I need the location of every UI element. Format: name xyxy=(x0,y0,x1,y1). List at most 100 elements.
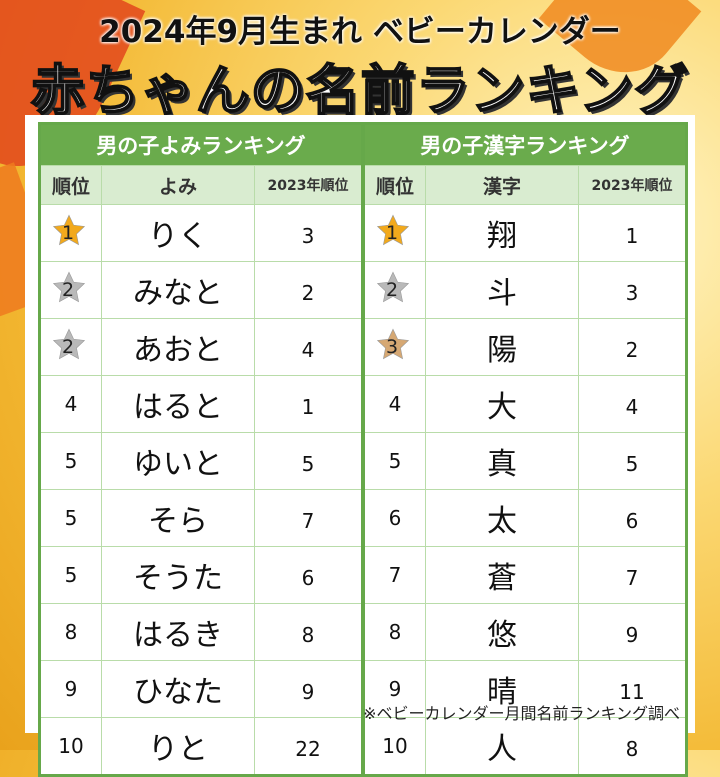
table-row: 9 ひなた 9 xyxy=(39,660,363,718)
name-cell: りく xyxy=(101,204,255,262)
gold-star-icon: 1 xyxy=(375,213,415,253)
table-row: 8 はるき 8 xyxy=(39,603,363,661)
gold-star-icon: 1 xyxy=(51,213,91,253)
rank-cell: 5 xyxy=(39,546,102,604)
page-subtitle: 2024年9月生まれ ベビーカレンダー xyxy=(99,14,621,50)
rank-value: 6 xyxy=(388,506,402,530)
column-header-prev: 2023年順位 xyxy=(578,165,687,205)
column-header-kanji: 漢字 xyxy=(425,165,579,205)
rank-cell: 8 xyxy=(39,603,102,661)
rank-cell: 4 xyxy=(363,375,426,433)
name-cell: 翔 xyxy=(425,204,579,262)
rank-cell: 9 xyxy=(363,660,426,718)
name-cell: 太 xyxy=(425,489,579,547)
prev-rank-cell: 8 xyxy=(254,603,363,661)
prev-rank-cell: 7 xyxy=(254,489,363,547)
table-row: 2 斗 3 xyxy=(363,261,687,319)
prev-rank-cell: 4 xyxy=(254,318,363,376)
name-cell: はると xyxy=(101,375,255,433)
name-cell: りと xyxy=(101,717,255,776)
rank-cell: 2 xyxy=(39,318,102,376)
rank-value: 1 xyxy=(61,222,75,244)
name-cell: 大 xyxy=(425,375,579,433)
rank-value: 8 xyxy=(388,620,402,644)
rank-value: 9 xyxy=(64,677,78,701)
kanji-ranking-table: 男の子漢字ランキング 順位 漢字 2023年順位 1 翔 1 2 斗 3 3 陽… xyxy=(362,122,688,777)
rank-value: 7 xyxy=(388,563,402,587)
column-header-rank: 順位 xyxy=(39,165,102,205)
table-row: 7 蒼 7 xyxy=(363,546,687,604)
rank-cell: 9 xyxy=(39,660,102,718)
table-row: 5 そら 7 xyxy=(39,489,363,547)
prev-rank-cell: 2 xyxy=(254,261,363,319)
name-cell: 晴 xyxy=(425,660,579,718)
prev-rank-cell: 3 xyxy=(578,261,687,319)
name-cell: 斗 xyxy=(425,261,579,319)
rank-cell: 2 xyxy=(39,261,102,319)
column-header-name: よみ xyxy=(101,165,255,205)
column-header-rank: 順位 xyxy=(363,165,426,205)
prev-rank-cell: 5 xyxy=(254,432,363,490)
table-row: 9 晴 11 xyxy=(363,660,687,718)
prev-rank-cell: 3 xyxy=(254,204,363,262)
rank-value: 4 xyxy=(388,392,402,416)
rank-value: 8 xyxy=(64,620,78,644)
rank-value: 10 xyxy=(382,734,408,758)
name-cell: 真 xyxy=(425,432,579,490)
rank-value: 10 xyxy=(58,734,84,758)
yomi-ranking-table: 男の子よみランキング 順位 よみ 2023年順位 1 りく 3 2 みなと 2 … xyxy=(38,122,364,777)
rank-cell: 1 xyxy=(39,204,102,262)
rank-cell: 6 xyxy=(363,489,426,547)
rank-value: 5 xyxy=(64,506,78,530)
table-title: 男の子漢字ランキング xyxy=(363,123,687,166)
rank-cell: 10 xyxy=(363,717,426,776)
name-cell: 陽 xyxy=(425,318,579,376)
table-row: 2 みなと 2 xyxy=(39,261,363,319)
rank-cell: 5 xyxy=(39,432,102,490)
name-cell: そら xyxy=(101,489,255,547)
rank-cell: 5 xyxy=(39,489,102,547)
rank-value: 5 xyxy=(64,449,78,473)
rank-cell: 2 xyxy=(363,261,426,319)
prev-rank-cell: 2 xyxy=(578,318,687,376)
rank-cell: 5 xyxy=(363,432,426,490)
prev-rank-cell: 6 xyxy=(254,546,363,604)
prev-rank-cell: 4 xyxy=(578,375,687,433)
name-cell: ひなた xyxy=(101,660,255,718)
prev-rank-cell: 8 xyxy=(578,717,687,776)
rank-value: 2 xyxy=(61,336,75,358)
table-title: 男の子よみランキング xyxy=(39,123,363,166)
name-cell: ゆいと xyxy=(101,432,255,490)
name-cell: そうた xyxy=(101,546,255,604)
rank-value: 5 xyxy=(64,563,78,587)
table-row: 8 悠 9 xyxy=(363,603,687,661)
table-row: 5 ゆいと 5 xyxy=(39,432,363,490)
prev-rank-cell: 11 xyxy=(578,660,687,718)
table-row: 4 はると 1 xyxy=(39,375,363,433)
table-row: 2 あおと 4 xyxy=(39,318,363,376)
rank-value: 2 xyxy=(61,279,75,301)
table-row: 10 人 8 xyxy=(363,717,687,776)
rank-value: 5 xyxy=(388,449,402,473)
table-row: 10 りと 22 xyxy=(39,717,363,776)
rank-value: 1 xyxy=(385,222,399,244)
rank-cell: 8 xyxy=(363,603,426,661)
rank-value: 9 xyxy=(388,677,402,701)
rank-cell: 10 xyxy=(39,717,102,776)
name-cell: 蒼 xyxy=(425,546,579,604)
table-row: 3 陽 2 xyxy=(363,318,687,376)
table-row: 1 翔 1 xyxy=(363,204,687,262)
table-row: 5 真 5 xyxy=(363,432,687,490)
table-row: 5 そうた 6 xyxy=(39,546,363,604)
prev-rank-cell: 9 xyxy=(578,603,687,661)
rank-value: 3 xyxy=(385,336,399,358)
prev-rank-cell: 6 xyxy=(578,489,687,547)
silver-star-icon: 2 xyxy=(375,270,415,310)
prev-rank-cell: 5 xyxy=(578,432,687,490)
page-title: 赤ちゃんの名前ランキング xyxy=(30,58,690,123)
prev-rank-cell: 1 xyxy=(578,204,687,262)
source-note: ※ベビーカレンダー月間名前ランキング調べ xyxy=(363,704,680,723)
name-cell: みなと xyxy=(101,261,255,319)
rank-cell: 3 xyxy=(363,318,426,376)
silver-star-icon: 2 xyxy=(51,327,91,367)
